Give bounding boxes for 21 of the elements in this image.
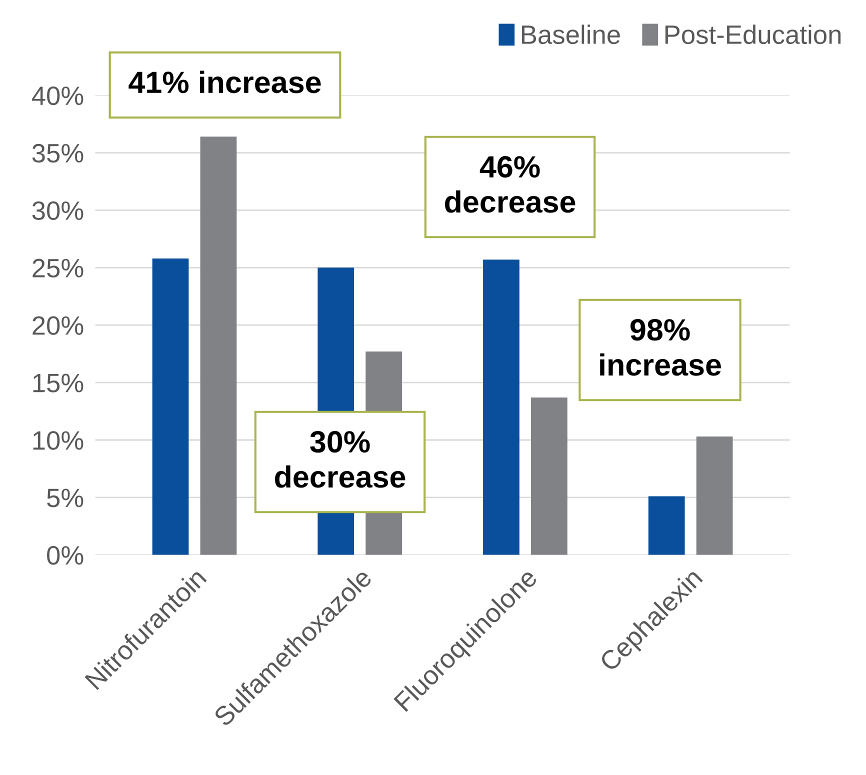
bar <box>200 136 237 555</box>
bar <box>530 397 568 555</box>
y-tick-label: 0% <box>47 546 84 565</box>
y-tick-label: 40% <box>32 86 84 106</box>
text: 41% increase <box>128 70 321 94</box>
bar <box>483 260 520 555</box>
bar <box>696 436 733 555</box>
legend-label: Post-Education <box>665 24 841 44</box>
y-tick-label: 15% <box>33 374 84 392</box>
annotation: 30% decrease <box>275 431 406 488</box>
bar <box>152 258 189 555</box>
annotation: 98% increase <box>600 319 721 376</box>
y-tick-label: 35% <box>32 144 84 163</box>
legend-label: Baseline <box>522 24 620 44</box>
y-tick-label: 30% <box>32 201 84 220</box>
y-tick-label: 25% <box>32 258 84 278</box>
y-tick-label: 20% <box>32 316 84 335</box>
y-tick-label: 5% <box>47 488 84 508</box>
y-tick-label: 10% <box>33 431 84 450</box>
annotation: 46% decrease <box>445 156 576 213</box>
bar <box>648 496 685 555</box>
